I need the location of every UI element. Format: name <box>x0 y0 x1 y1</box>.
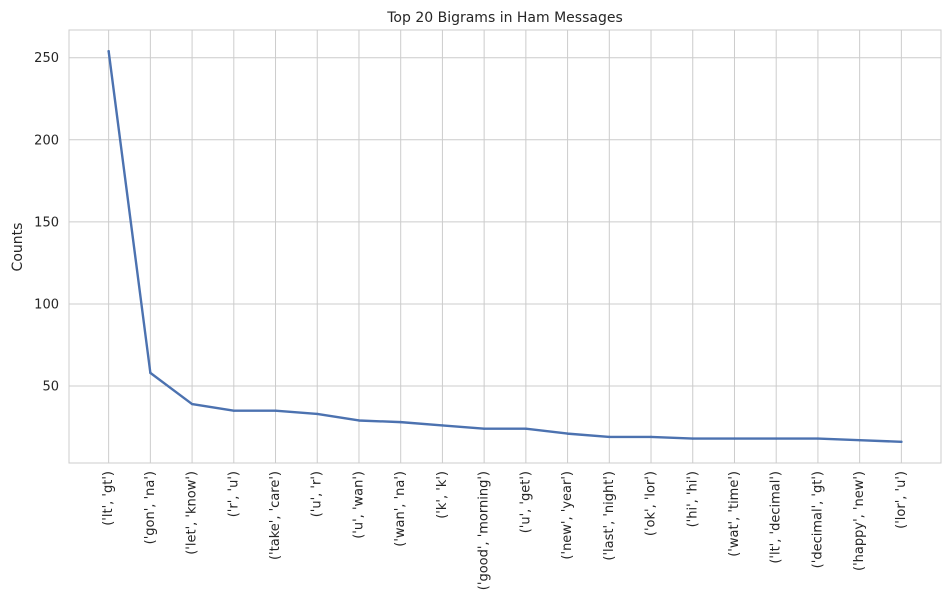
x-axis-ticks: ('lt', 'gt') ('gon', 'na') ('let', 'know')… <box>101 471 909 590</box>
data-point <box>190 402 194 406</box>
x-tick-label: ('k', 'k') <box>435 471 450 519</box>
chart-title: Top 20 Bigrams in Ham Messages <box>386 10 623 26</box>
grid <box>69 30 941 463</box>
data-point <box>274 409 277 412</box>
data-point <box>774 437 778 440</box>
data-point <box>816 437 820 440</box>
x-tick-label: ('good', 'morning') <box>477 471 492 590</box>
x-tick-label: ('r', 'u') <box>226 471 241 517</box>
x-tick-label: ('wan', 'na') <box>393 471 408 547</box>
x-tick-label: ('last', 'night') <box>602 471 617 561</box>
x-tick-label: ('gon', 'na') <box>143 471 158 544</box>
data-point <box>858 438 861 442</box>
data-point <box>232 409 236 412</box>
data-point <box>524 427 528 430</box>
x-tick-label: ('new', 'year') <box>560 471 575 560</box>
data-point <box>107 49 110 53</box>
data-point <box>900 440 903 444</box>
x-tick-label: ('u', 'get') <box>518 471 533 533</box>
data-point <box>441 424 444 427</box>
x-tick-label: ('wat', 'time') <box>727 471 742 557</box>
data-point <box>608 435 611 439</box>
data-point <box>691 437 694 440</box>
x-tick-label: ('lor', 'u') <box>894 471 909 529</box>
data-point <box>316 412 319 416</box>
data-point <box>482 427 486 430</box>
y-tick-label: 200 <box>34 133 59 148</box>
x-tick-label: ('u', 'wan') <box>351 471 366 539</box>
y-tick-label: 150 <box>34 215 59 230</box>
data-point <box>149 371 152 375</box>
y-axis-label: Counts <box>10 223 26 272</box>
plot-area-frame <box>68 29 942 464</box>
y-tick-label: 250 <box>34 51 59 66</box>
x-tick-label: ('hi', 'hi') <box>685 471 700 527</box>
y-axis-ticks: 50 100 150 200 250 <box>34 51 59 394</box>
x-tick-label: ('decimal', 'gt') <box>810 471 825 568</box>
data-point <box>649 435 653 439</box>
x-tick-label: ('ok', 'lor') <box>644 471 659 536</box>
y-tick-label: 100 <box>34 297 59 312</box>
series-line <box>107 49 903 444</box>
x-tick-label: ('happy', 'new') <box>852 471 867 571</box>
x-tick-label: ('let', 'know') <box>185 471 200 555</box>
data-point <box>733 437 736 440</box>
data-point <box>357 419 361 422</box>
x-tick-label: ('lt', 'decimal') <box>769 471 784 564</box>
series-layer <box>107 49 903 444</box>
x-tick-label: ('take', 'care') <box>268 471 283 560</box>
y-tick-label: 50 <box>42 380 59 395</box>
x-tick-label: ('lt', 'gt') <box>101 471 116 526</box>
x-tick-label: ('u', 'r') <box>310 471 325 517</box>
data-point <box>566 432 569 435</box>
data-point <box>399 420 402 424</box>
